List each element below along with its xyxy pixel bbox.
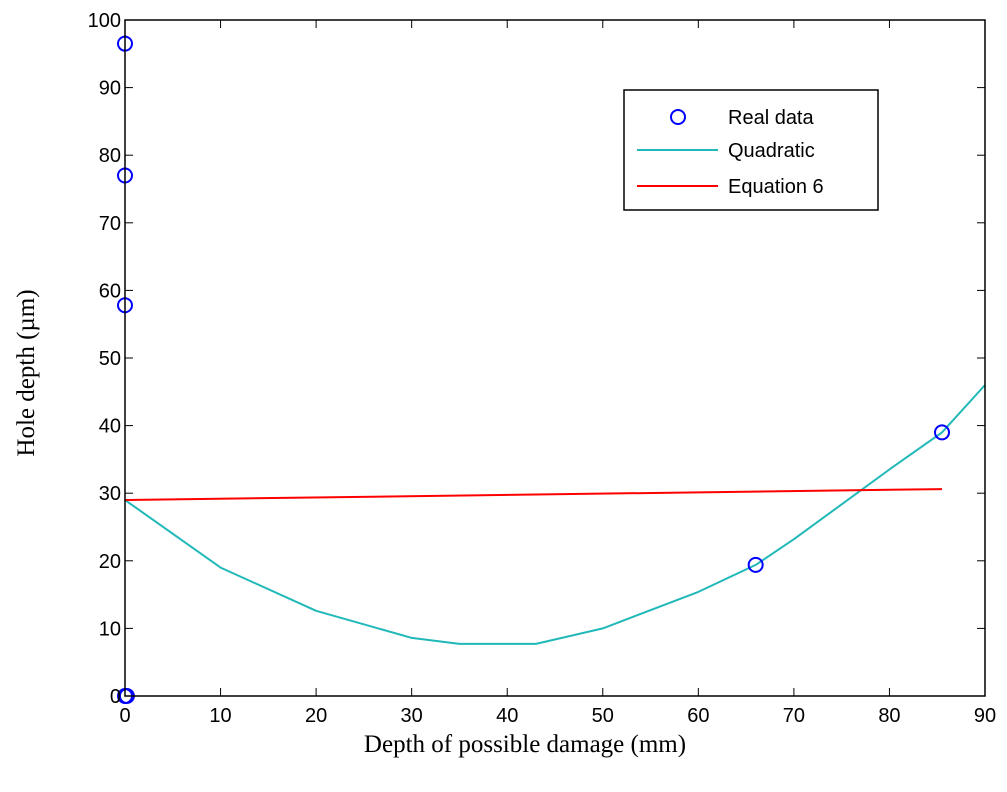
quadratic-line — [124, 384, 986, 645]
legend-marker-real-data — [670, 109, 686, 125]
x-tick-label: 20 — [305, 705, 327, 727]
legend-label-real-data: Real data — [728, 107, 814, 129]
x-tick-label: 70 — [783, 705, 805, 727]
x-tick-label: 90 — [974, 705, 996, 727]
x-axis-label: Depth of possible damage (mm) — [364, 731, 686, 758]
y-tick-label: 70 — [99, 213, 121, 235]
x-tick-label: 10 — [209, 705, 231, 727]
x-tick-label: 30 — [401, 705, 423, 727]
y-tick-label: 100 — [88, 10, 121, 32]
y-tick-label: 20 — [99, 551, 121, 573]
x-tick-label: 80 — [878, 705, 900, 727]
x-tick-label: 40 — [496, 705, 518, 727]
y-tick-label: 80 — [99, 145, 121, 167]
real-data-point — [747, 556, 764, 573]
x-tick-label: 0 — [119, 705, 130, 727]
axis-ticks: 0 10 20 30 40 50 60 70 80 90 0 10 20 30 40 50 60 70 80 90 10… — [88, 10, 997, 727]
equation-6-line — [124, 488, 943, 501]
real-data-point — [934, 424, 950, 441]
x-tick-label: 50 — [592, 705, 614, 727]
legend: Real data Quadratic Equation 6 — [623, 89, 879, 211]
legend-label-equation-6: Equation 6 — [728, 176, 824, 198]
y-tick-label: 0 — [110, 686, 121, 708]
y-tick-label: 90 — [99, 78, 121, 100]
y-tick-label: 50 — [99, 348, 121, 370]
legend-label-quadratic: Quadratic — [728, 140, 815, 162]
series-layer — [117, 35, 986, 704]
y-tick-label: 10 — [99, 618, 121, 640]
x-tick-label: 60 — [687, 705, 709, 727]
y-axis-label: Hole depth (µm) — [13, 289, 40, 456]
y-tick-label: 40 — [99, 416, 121, 438]
y-tick-label: 30 — [99, 483, 121, 505]
y-tick-label: 60 — [99, 280, 121, 302]
